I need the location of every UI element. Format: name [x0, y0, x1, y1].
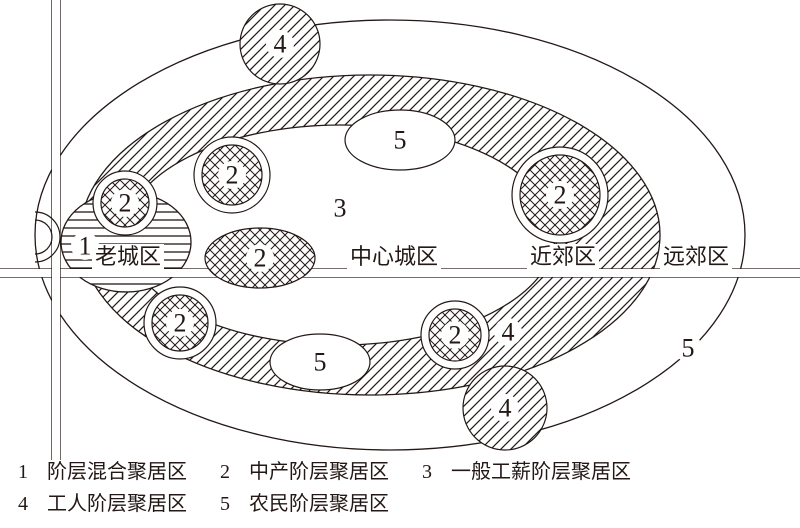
svg-text:5: 5	[394, 126, 407, 155]
zone-label-central: 中心城区	[350, 244, 438, 269]
svg-text:2: 2	[174, 309, 187, 338]
svg-text:1: 1	[79, 232, 92, 261]
zone-label-far_sub: 远郊区	[663, 244, 729, 269]
svg-text:4: 4	[502, 318, 515, 347]
svg-text:5: 5	[314, 348, 327, 377]
svg-text:4: 4	[274, 30, 287, 59]
legend-item-4: 4 工人阶层聚居区	[18, 493, 201, 515]
legend-item-3: 3 一般工薪阶层聚居区	[422, 461, 645, 483]
svg-text:2: 2	[119, 189, 132, 218]
svg-text:2: 2	[449, 321, 462, 350]
legend-block: 1 阶层混合聚居区 2 中产阶层聚居区 3 一般工薪阶层聚居区 4 工人阶层聚居…	[18, 456, 659, 520]
svg-text:2: 2	[554, 181, 567, 210]
zone-label-near_sub: 近郊区	[530, 244, 596, 269]
bubble-2: 2	[421, 301, 489, 369]
horizontal-axis	[0, 269, 800, 277]
legend-item-2: 2 中产阶层聚居区	[220, 461, 403, 483]
bubble-5: 5	[345, 110, 455, 170]
bubble-5: 5	[270, 334, 370, 390]
legend-item-5: 5 农民阶层聚居区	[220, 493, 403, 515]
legend-item-1: 1 阶层混合聚居区	[18, 461, 201, 483]
zone-label-old_city: 老城区	[95, 244, 161, 269]
svg-text:2: 2	[254, 244, 267, 273]
svg-text:4: 4	[499, 394, 512, 423]
bubble-2: 2	[194, 137, 270, 213]
svg-text:5: 5	[682, 334, 695, 363]
bubble-4: 4	[240, 4, 320, 84]
bubble-2: 2	[93, 171, 157, 235]
svg-text:2: 2	[226, 161, 239, 190]
svg-text:3: 3	[334, 194, 347, 223]
bubble-2: 2	[512, 147, 608, 243]
bubble-2: 2	[205, 228, 315, 288]
bubble-2: 2	[144, 287, 216, 359]
bubble-4: 4	[463, 366, 547, 450]
